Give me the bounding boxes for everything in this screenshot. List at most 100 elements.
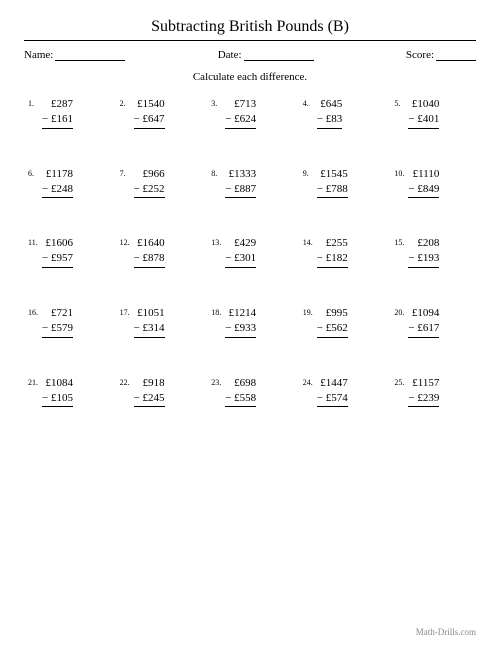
minuend: £255 (317, 236, 348, 251)
problem-number: 16. (28, 306, 42, 317)
subtraction-stack: £1333− £887 (225, 167, 256, 199)
subtraction-stack: £1540− £647 (134, 97, 165, 129)
minuend: £1040 (408, 97, 439, 112)
worksheet-page: Subtracting British Pounds (B) Name: Dat… (0, 0, 500, 647)
instruction-text: Calculate each difference. (24, 71, 476, 83)
subtraction-stack: £721− £579 (42, 306, 73, 338)
problem: 12.£1640− £878 (120, 236, 198, 268)
problem: 11.£1606− £957 (28, 236, 106, 268)
name-input-line[interactable] (55, 49, 125, 61)
score-label: Score: (406, 49, 434, 61)
subtrahend: − £314 (134, 321, 165, 338)
problem: 13.£429− £301 (211, 236, 289, 268)
problem: 22.£918− £245 (120, 376, 198, 408)
date-field: Date: (218, 49, 314, 61)
problem-number: 23. (211, 376, 225, 387)
minuend: £1178 (42, 167, 73, 182)
problem: 17.£1051− £314 (120, 306, 198, 338)
problem-number: 11. (28, 236, 42, 247)
subtraction-stack: £966− £252 (134, 167, 165, 199)
subtraction-stack: £1040− £401 (408, 97, 439, 129)
problem-number: 18. (211, 306, 225, 317)
problem-number: 8. (211, 167, 225, 178)
minuend: £1540 (134, 97, 165, 112)
subtraction-stack: £918− £245 (134, 376, 165, 408)
subtrahend: − £617 (408, 321, 439, 338)
subtraction-stack: £1051− £314 (134, 306, 165, 338)
minuend: £208 (408, 236, 439, 251)
problem: 21.£1084− £105 (28, 376, 106, 408)
subtrahend: − £647 (134, 112, 165, 129)
problem: 25.£1157− £239 (394, 376, 472, 408)
subtrahend: − £161 (42, 112, 73, 129)
subtraction-stack: £1110− £849 (408, 167, 439, 199)
subtrahend: − £401 (408, 112, 439, 129)
minuend: £1214 (225, 306, 256, 321)
subtraction-stack: £1545− £788 (317, 167, 348, 199)
subtraction-stack: £1178− £248 (42, 167, 73, 199)
subtraction-stack: £1157− £239 (408, 376, 439, 408)
problem: 18.£1214− £933 (211, 306, 289, 338)
minuend: £1110 (408, 167, 439, 182)
subtrahend: − £193 (408, 251, 439, 268)
problem-grid: 1.£287− £1612.£1540− £6473.£713− £6244.£… (24, 97, 476, 407)
problem-number: 4. (303, 97, 317, 108)
minuend: £918 (134, 376, 165, 391)
problem: 5.£1040− £401 (394, 97, 472, 129)
problem: 6.£1178− £248 (28, 167, 106, 199)
subtrahend: − £105 (42, 391, 73, 408)
problem-number: 19. (303, 306, 317, 317)
subtrahend: − £301 (225, 251, 256, 268)
minuend: £287 (42, 97, 73, 112)
subtrahend: − £182 (317, 251, 348, 268)
score-field: Score: (406, 49, 476, 61)
subtrahend: − £957 (42, 251, 73, 268)
problem-number: 5. (394, 97, 408, 108)
date-input-line[interactable] (244, 49, 314, 61)
problem: 1.£287− £161 (28, 97, 106, 129)
subtrahend: − £252 (134, 182, 165, 199)
name-label: Name: (24, 49, 53, 61)
problem-number: 1. (28, 97, 42, 108)
subtrahend: − £558 (225, 391, 256, 408)
subtrahend: − £562 (317, 321, 348, 338)
problem: 24.£1447− £574 (303, 376, 381, 408)
subtraction-stack: £713− £624 (225, 97, 256, 129)
subtrahend: − £579 (42, 321, 73, 338)
problem-number: 21. (28, 376, 42, 387)
problem-number: 15. (394, 236, 408, 247)
problem: 9.£1545− £788 (303, 167, 381, 199)
minuend: £1051 (134, 306, 165, 321)
subtraction-stack: £995− £562 (317, 306, 348, 338)
minuend: £1447 (317, 376, 348, 391)
problem: 20.£1094− £617 (394, 306, 472, 338)
problem-number: 6. (28, 167, 42, 178)
subtrahend: − £239 (408, 391, 439, 408)
problem: 8.£1333− £887 (211, 167, 289, 199)
name-field: Name: (24, 49, 125, 61)
problem-number: 12. (120, 236, 134, 247)
problem: 7.£966− £252 (120, 167, 198, 199)
problem-number: 24. (303, 376, 317, 387)
subtrahend: − £248 (42, 182, 73, 199)
problem: 19.£995− £562 (303, 306, 381, 338)
problem-number: 13. (211, 236, 225, 247)
subtraction-stack: £429− £301 (225, 236, 256, 268)
subtraction-stack: £645− £83 (317, 97, 342, 129)
subtraction-stack: £698− £558 (225, 376, 256, 408)
minuend: £1084 (42, 376, 73, 391)
subtrahend: − £83 (317, 112, 342, 129)
problem: 3.£713− £624 (211, 97, 289, 129)
score-input-line[interactable] (436, 49, 476, 61)
problem: 23.£698− £558 (211, 376, 289, 408)
problem-number: 7. (120, 167, 134, 178)
minuend: £1606 (42, 236, 73, 251)
subtrahend: − £849 (408, 182, 439, 199)
problem: 16.£721− £579 (28, 306, 106, 338)
page-title: Subtracting British Pounds (B) (24, 18, 476, 36)
problem-number: 17. (120, 306, 134, 317)
minuend: £698 (225, 376, 256, 391)
subtraction-stack: £1094− £617 (408, 306, 439, 338)
minuend: £995 (317, 306, 348, 321)
minuend: £645 (317, 97, 342, 112)
